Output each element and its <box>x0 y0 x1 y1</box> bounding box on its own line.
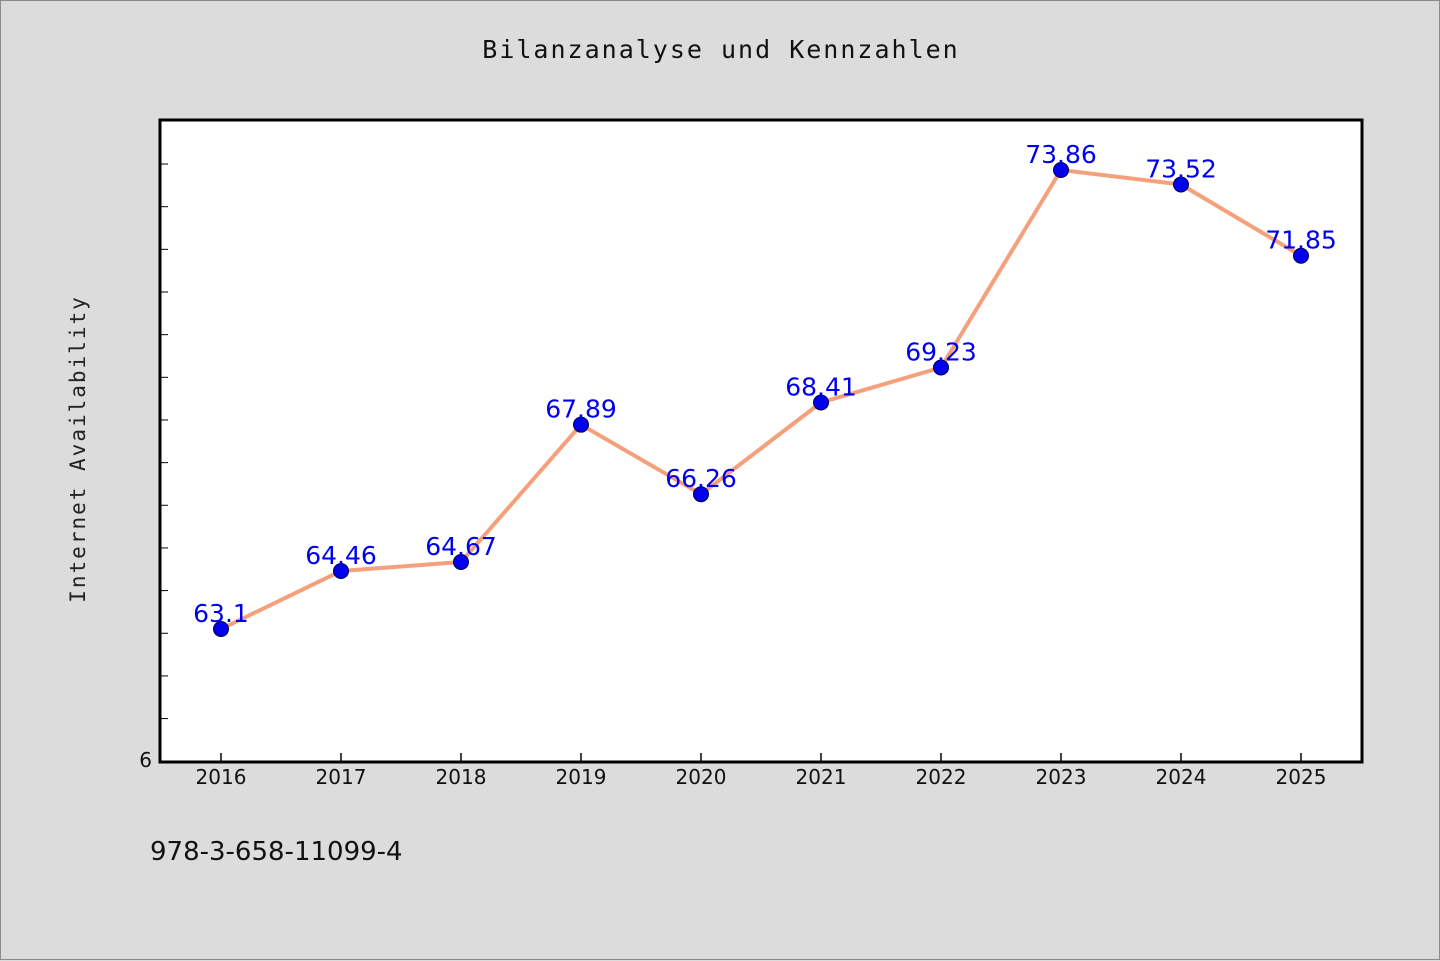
data-label: 67.89 <box>545 395 617 424</box>
x-tick-label: 2016 <box>196 765 247 789</box>
data-point <box>693 486 709 503</box>
data-point <box>1173 176 1189 193</box>
data-point <box>573 416 589 433</box>
x-tick-label: 2021 <box>796 765 847 789</box>
data-point <box>813 394 829 411</box>
x-tick-label: 2023 <box>1036 765 1087 789</box>
footer-code: 978-3-658-11099-4 <box>150 837 403 867</box>
data-point <box>453 554 469 571</box>
x-tick-label: 2019 <box>556 765 607 789</box>
plot-frame <box>158 118 1364 764</box>
chart-title: Bilanzanalyse und Kennzahlen <box>482 35 960 64</box>
x-tick-label: 2018 <box>436 765 487 789</box>
data-label: 73.52 <box>1145 155 1217 184</box>
data-label: 66.26 <box>665 464 737 493</box>
data-label: 64.46 <box>305 541 377 570</box>
x-axis-ticks: 2016 2017 2018 2019 2020 2021 2022 2023 2024 2025 <box>196 753 1327 789</box>
data-point <box>1053 162 1069 178</box>
x-tick-label: 2022 <box>916 765 967 789</box>
x-tick-label: 2024 <box>1156 765 1207 789</box>
y-axis-ticks: 6 <box>139 163 168 772</box>
data-labels: 63.1 64.46 64.67 67.89 66.26 68.41 69.23 73.86 7… <box>193 140 1337 628</box>
data-point <box>213 621 229 637</box>
data-point <box>933 359 949 376</box>
data-label: 71.85 <box>1265 226 1337 255</box>
data-label: 63.1 <box>193 599 249 628</box>
data-label: 68.41 <box>785 372 857 401</box>
data-markers <box>213 162 1309 637</box>
data-label: 69.23 <box>905 338 977 367</box>
data-label: 64.67 <box>425 532 497 561</box>
x-tick-label: 2020 <box>676 765 727 789</box>
y-tick-label: 6 <box>139 748 152 772</box>
x-tick-label: 2025 <box>1276 765 1327 789</box>
data-label: 73.86 <box>1025 140 1097 169</box>
data-point <box>1293 247 1309 264</box>
series-line <box>220 168 1303 631</box>
x-tick-label: 2017 <box>316 765 367 789</box>
data-point <box>333 562 349 579</box>
